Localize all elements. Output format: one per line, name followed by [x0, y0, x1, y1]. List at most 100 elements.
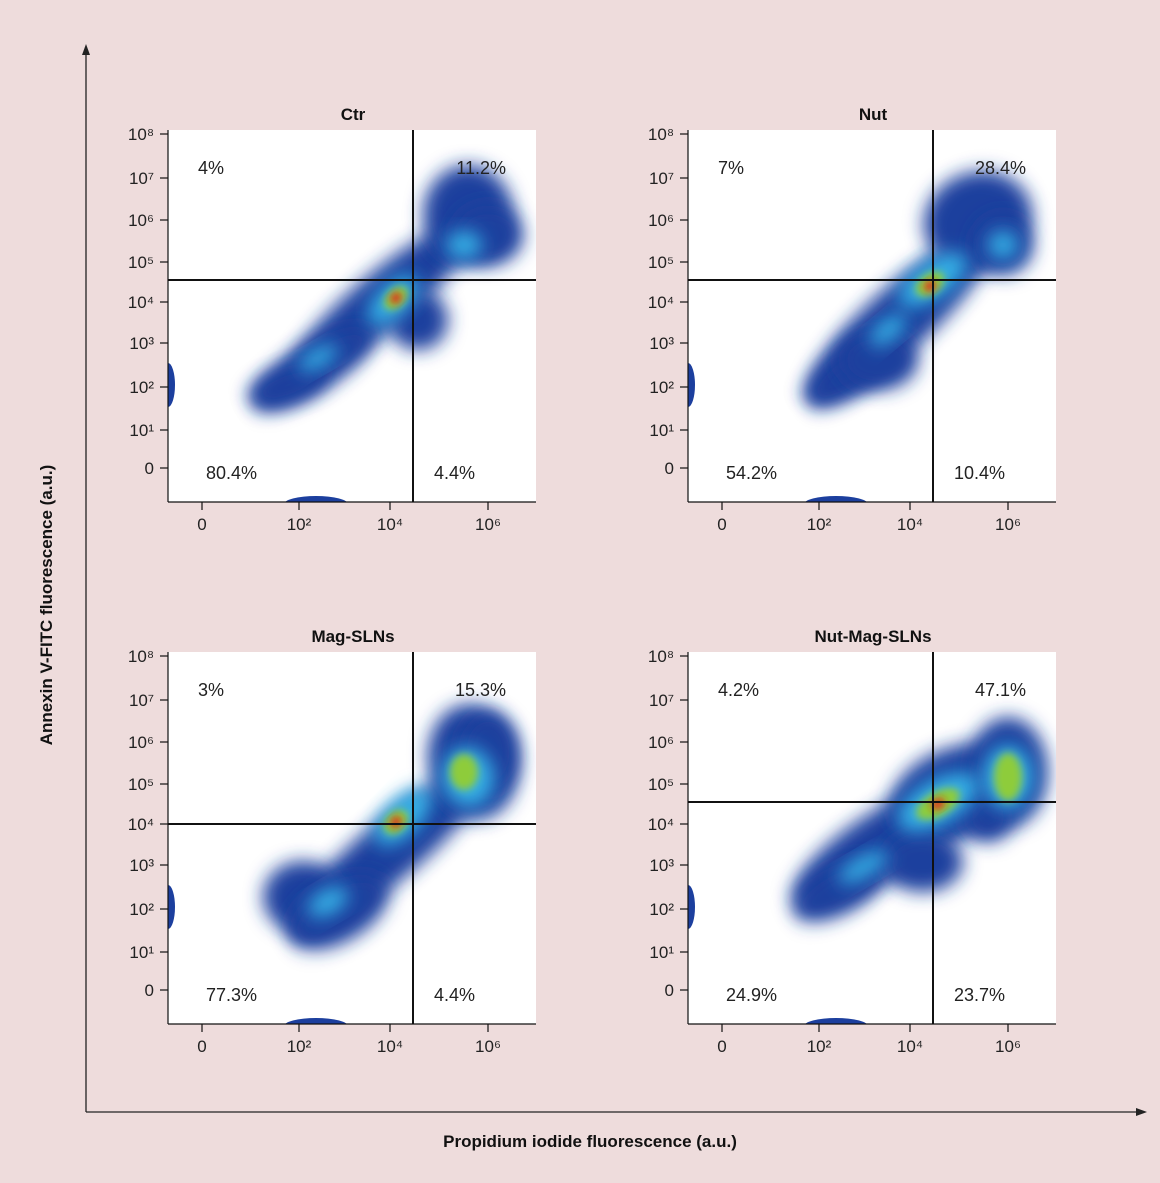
y-tick-label: 10⁴: [128, 815, 154, 834]
y-tick-label: 10⁵: [648, 253, 674, 272]
quadrant-upper-right-label: 28.4%: [975, 158, 1026, 178]
panel-0: 0 10¹ 10² 10³ 10⁴ 10⁵ 10⁶ 10⁷ 10⁸ 0 10² 10⁴ 10⁶ Ctr 4%…: [128, 105, 536, 534]
y-tick-label: 10⁸: [648, 647, 674, 666]
y-tick-label: 10⁷: [649, 691, 674, 710]
x-tick-label: 0: [197, 515, 206, 534]
quadrant-lower-right-label: 4.4%: [434, 463, 475, 483]
y-tick-label: 10⁵: [128, 253, 154, 272]
y-tick-label: 0: [145, 981, 154, 1000]
density-blob-mid: [298, 344, 338, 372]
x-tick-label: 10²: [807, 1037, 832, 1056]
y-tick-label: 10³: [129, 334, 154, 353]
outer-axes: Annexin V-FITC fluorescence (a.u.) Propi…: [37, 44, 1147, 1151]
x-tick-label: 0: [197, 1037, 206, 1056]
density-blob-low: [838, 330, 918, 390]
y-tick-label: 10³: [649, 856, 674, 875]
quadrant-lower-left-label: 77.3%: [206, 985, 257, 1005]
quadrant-upper-left-label: 4.2%: [718, 680, 759, 700]
y-tick-label: 10⁶: [128, 211, 154, 230]
x-tick-label: 0: [717, 1037, 726, 1056]
panel-title: Nut: [859, 105, 888, 124]
y-tick-label: 10²: [129, 900, 154, 919]
y-tick-label: 10²: [649, 378, 674, 397]
y-tick-label: 10⁸: [128, 647, 154, 666]
density-blob-mid: [446, 231, 482, 259]
x-axis-title: Propidium iodide fluorescence (a.u.): [443, 1132, 737, 1151]
y-tick-label: 10⁶: [648, 211, 674, 230]
x-tick-label: 10⁴: [377, 1037, 403, 1056]
panel-title: Nut-Mag-SLNs: [814, 627, 931, 646]
density-layer: [688, 171, 1033, 502]
x-tick-label: 10⁴: [897, 1037, 923, 1056]
y-tick-label: 10⁷: [129, 169, 154, 188]
quadrant-lower-right-label: 4.4%: [434, 985, 475, 1005]
y-tick-label: 10³: [129, 856, 154, 875]
x-tick-label: 10⁶: [475, 515, 501, 534]
quadrant-upper-left-label: 3%: [198, 680, 224, 700]
y-tick-label: 10⁴: [128, 293, 154, 312]
y-axis-title: Annexin V-FITC fluorescence (a.u.): [37, 465, 56, 746]
edge-population-bottom: [285, 1018, 347, 1024]
panel-1: 0 10¹ 10² 10³ 10⁴ 10⁵ 10⁶ 10⁷ 10⁸ 0 10² 10⁴ 10⁶ Nut 7%…: [648, 105, 1056, 534]
density-blob-peak: [390, 292, 402, 304]
panel-2: 0 10¹ 10² 10³ 10⁴ 10⁵ 10⁶ 10⁷ 10⁸ 0 10² 10⁴ 10⁶ Mag-S…: [128, 627, 536, 1056]
edge-population-left: [168, 363, 175, 407]
panel-title: Ctr: [341, 105, 366, 124]
x-tick-label: 10²: [807, 515, 832, 534]
y-tick-label: 10¹: [129, 943, 154, 962]
outer-x-arrow: [1136, 1108, 1147, 1116]
quadrant-lower-right-label: 23.7%: [954, 985, 1005, 1005]
y-tick-label: 10¹: [649, 421, 674, 440]
y-tick-label: 10⁶: [128, 733, 154, 752]
y-tick-label: 10²: [649, 900, 674, 919]
density-blob-mid: [838, 850, 888, 884]
x-tick-label: 10²: [287, 1037, 312, 1056]
edge-population-bottom: [805, 496, 867, 502]
density-blob-mid: [308, 886, 348, 918]
density-blob-low: [288, 874, 388, 950]
quadrant-lower-right-label: 10.4%: [954, 463, 1005, 483]
edge-population-left: [688, 885, 695, 929]
y-tick-label: 10⁶: [648, 733, 674, 752]
y-tick-label: 10⁸: [128, 125, 154, 144]
x-tick-label: 10⁶: [995, 515, 1021, 534]
x-tick-label: 10⁶: [995, 1037, 1021, 1056]
panel-title: Mag-SLNs: [311, 627, 394, 646]
x-tick-label: 0: [717, 515, 726, 534]
density-blob-low: [249, 363, 327, 407]
y-tick-label: 10⁵: [648, 775, 674, 794]
density-blob-mid: [869, 313, 907, 347]
y-tick-label: 10²: [129, 378, 154, 397]
edge-population-bottom: [805, 1018, 867, 1024]
y-tick-label: 10⁴: [648, 293, 674, 312]
quadrant-lower-left-label: 80.4%: [206, 463, 257, 483]
density-blob-low: [883, 832, 963, 892]
quadrant-upper-right-label: 47.1%: [975, 680, 1026, 700]
y-tick-label: 10⁸: [648, 125, 674, 144]
y-tick-label: 10¹: [649, 943, 674, 962]
quadrant-lower-left-label: 54.2%: [726, 463, 777, 483]
y-tick-label: 10⁷: [649, 169, 674, 188]
density-layer: [688, 717, 1048, 1024]
quadrant-upper-right-label: 15.3%: [455, 680, 506, 700]
quadrant-upper-left-label: 4%: [198, 158, 224, 178]
y-tick-label: 0: [665, 981, 674, 1000]
y-tick-label: 10⁷: [129, 691, 154, 710]
density-blob-mid: [988, 231, 1018, 259]
panel-3: 0 10¹ 10² 10³ 10⁴ 10⁵ 10⁶ 10⁷ 10⁸ 0 10² 10⁴ 10⁶ Nut-M…: [648, 627, 1056, 1056]
quadrant-upper-left-label: 7%: [718, 158, 744, 178]
y-tick-label: 0: [145, 459, 154, 478]
edge-population-left: [688, 363, 695, 407]
y-tick-label: 10³: [649, 334, 674, 353]
panels: 0 10¹ 10² 10³ 10⁴ 10⁵ 10⁶ 10⁷ 10⁸ 0 10² 10⁴ 10⁶ Ctr 4%…: [128, 105, 1056, 1056]
density-layer: [168, 704, 519, 1024]
y-tick-label: 10¹: [129, 421, 154, 440]
edge-population-bottom: [285, 496, 347, 502]
x-tick-label: 10⁶: [475, 1037, 501, 1056]
edge-population-left: [168, 885, 175, 929]
x-tick-label: 10⁴: [897, 515, 923, 534]
quadrant-lower-left-label: 24.9%: [726, 985, 777, 1005]
outer-y-arrow: [82, 44, 90, 55]
y-tick-label: 10⁵: [128, 775, 154, 794]
density-layer: [168, 165, 523, 502]
